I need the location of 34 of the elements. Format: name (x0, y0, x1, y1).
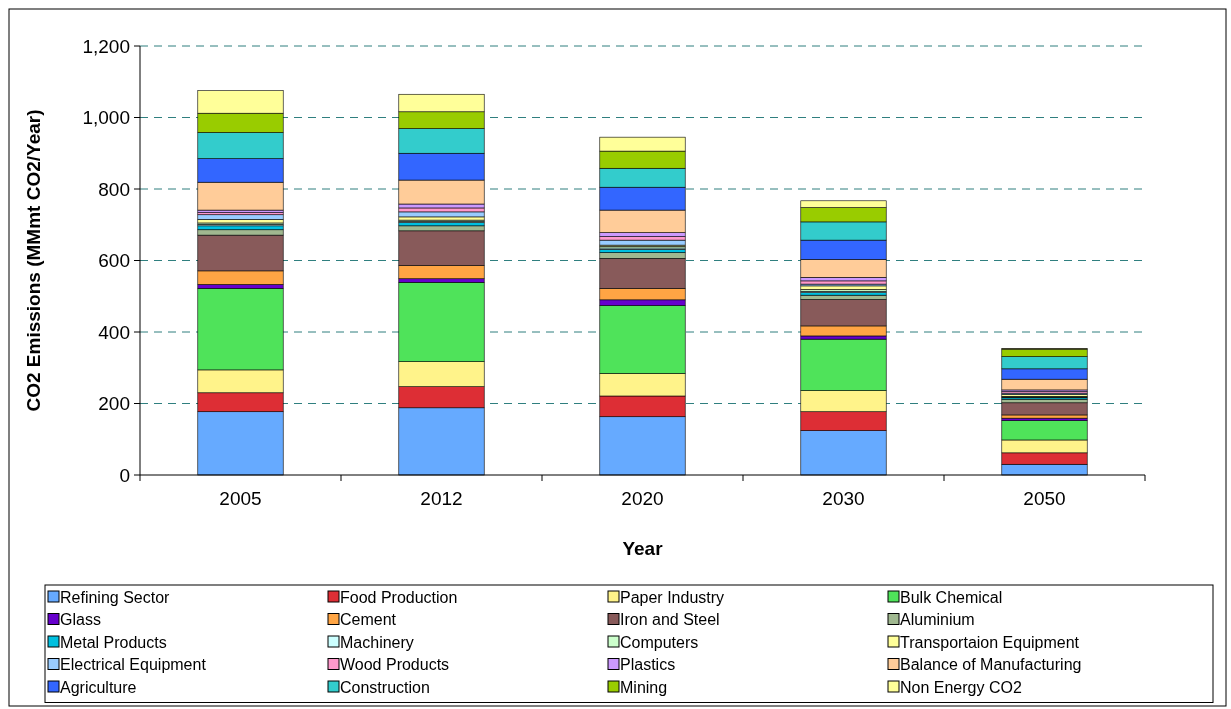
x-tick-label: 2005 (219, 488, 262, 509)
legend-label: Iron and Steel (620, 611, 720, 628)
legend-label: Plastics (620, 656, 676, 673)
x-tick-label: 2030 (822, 488, 865, 509)
y-tick-label: 800 (98, 178, 130, 200)
y-tick-label: 0 (119, 464, 130, 486)
legend-label: Balance of Manufacturing (900, 656, 1082, 673)
legend-label: Construction (340, 678, 430, 696)
y-tick-label: 200 (98, 393, 130, 414)
legend-label: Metal Products (60, 633, 167, 651)
legend-label: Mining (620, 678, 668, 696)
y-tick-label: 1,200 (82, 35, 130, 57)
legend-label: Cement (340, 611, 397, 628)
legend-label: Glass (60, 611, 101, 628)
x-tick-label: 2050 (1023, 488, 1066, 509)
y-tick-label: 1,000 (82, 107, 130, 128)
y-tick-label: 600 (98, 250, 130, 271)
x-tick-label: 2012 (420, 488, 463, 509)
legend-label: Paper Industry (620, 588, 725, 606)
legend-label: Electrical Equipment (60, 656, 207, 673)
legend-label: Bulk Chemical (900, 588, 1003, 606)
legend-label: Food Production (340, 588, 458, 606)
y-axis-title: CO2 Emissions (MMmt CO2/Year) (23, 109, 44, 412)
x-axis-title: Year (622, 538, 664, 559)
legend-label: Non Energy CO2 (900, 678, 1022, 696)
legend-label: Computers (620, 633, 699, 651)
legend-label: Refining Sector (60, 588, 171, 606)
legend-label: Aluminium (900, 611, 975, 628)
legend-label: Wood Products (340, 656, 450, 673)
y-tick-label: 400 (98, 321, 130, 343)
x-tick-label: 2020 (621, 488, 664, 509)
legend-label: Agriculture (60, 678, 137, 696)
legend-label: Machinery (340, 633, 414, 651)
legend-label: Transportaion Equipment (900, 633, 1080, 651)
